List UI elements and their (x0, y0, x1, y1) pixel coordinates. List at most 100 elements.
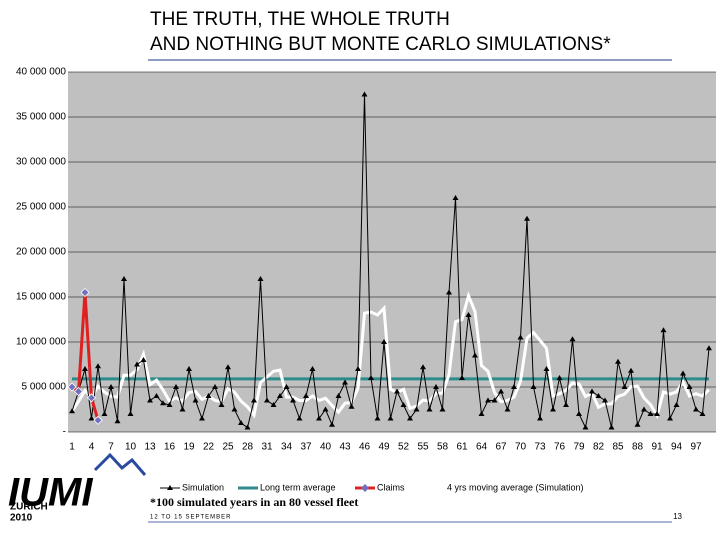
point-marker (667, 415, 673, 421)
point-marker (400, 402, 407, 407)
point-marker (342, 379, 348, 385)
point-marker (387, 415, 394, 421)
point-marker (420, 364, 426, 370)
x-tick-label: 40 (320, 442, 332, 453)
point-marker (595, 393, 602, 398)
point-marker (628, 367, 634, 373)
legend-label: 4 yrs moving average (Simulation) (447, 482, 584, 492)
x-tick-label: 64 (476, 442, 488, 453)
x-tick-label: 82 (593, 442, 605, 453)
legend-label: Claims (377, 482, 405, 492)
point-marker (654, 411, 660, 416)
point-marker (270, 402, 277, 407)
x-tick-label: 55 (417, 442, 429, 453)
y-tick-label: 25 000 000 (16, 202, 66, 213)
y-tick-label: 5 000 000 (22, 382, 67, 393)
point-marker (686, 384, 693, 389)
y-tick-label: 30 000 000 (16, 157, 66, 168)
point-marker (374, 415, 381, 421)
point-marker (582, 424, 589, 430)
point-marker (478, 411, 485, 416)
point-marker (543, 366, 550, 371)
point-marker (93, 415, 103, 425)
point-marker (329, 421, 335, 427)
y-tick-label: - (63, 427, 66, 438)
point-marker (439, 406, 446, 412)
point-marker (173, 384, 179, 389)
point-marker (86, 393, 97, 403)
point-marker (69, 408, 75, 414)
point-marker (433, 384, 439, 389)
point-marker (73, 386, 84, 397)
point-marker (251, 397, 257, 403)
point-marker (335, 393, 342, 398)
x-tick-label: 61 (456, 442, 468, 453)
point-marker (394, 388, 400, 394)
point-marker (67, 382, 77, 392)
point-marker (569, 336, 576, 342)
x-tick-label: 70 (515, 442, 527, 453)
point-marker (452, 195, 459, 200)
point-marker (504, 406, 511, 412)
point-marker (290, 397, 296, 403)
point-marker (108, 384, 114, 389)
x-tick-label: 7 (108, 442, 114, 453)
point-marker (641, 406, 647, 412)
x-tick-label: 43 (339, 442, 351, 453)
point-marker (316, 415, 322, 421)
point-marker (322, 406, 329, 412)
x-tick-label: 85 (612, 442, 624, 453)
point-marker (179, 406, 186, 412)
point-marker (706, 345, 712, 351)
point-marker (472, 352, 478, 358)
point-marker (238, 420, 244, 425)
point-marker (95, 363, 101, 369)
page-number: 13 (673, 512, 682, 521)
point-marker (699, 411, 706, 416)
title-line: THE TRUTH, THE WHOLE TRUTH (150, 9, 450, 30)
point-marker (368, 375, 374, 380)
point-marker (160, 400, 166, 406)
point-marker (88, 415, 95, 421)
point-marker (140, 357, 147, 362)
point-marker (563, 402, 569, 407)
point-marker (186, 366, 192, 371)
point-marker (283, 384, 290, 389)
point-marker (231, 406, 238, 412)
point-marker (134, 361, 140, 367)
point-marker (212, 384, 218, 389)
x-tick-label: 73 (534, 442, 546, 453)
point-marker (550, 406, 556, 412)
point-marker (465, 312, 472, 317)
point-marker (257, 276, 264, 281)
point-marker (459, 375, 465, 380)
x-tick-label: 28 (242, 442, 254, 453)
point-marker (634, 421, 641, 427)
point-marker (218, 402, 225, 407)
x-tick-label: 22 (203, 442, 215, 453)
point-marker (296, 415, 303, 421)
x-tick-label: 91 (651, 442, 663, 453)
point-marker (309, 366, 316, 371)
footnote: *100 simulated years in an 80 vessel fle… (150, 495, 358, 509)
point-marker (647, 411, 654, 416)
point-marker (621, 384, 628, 389)
point-marker (361, 91, 368, 97)
point-marker (199, 415, 205, 421)
point-marker (660, 327, 667, 333)
logo-mountains (93, 452, 147, 476)
x-tick-label: 4 (89, 442, 95, 453)
title-line: AND NOTHING BUT MONTE CARLO SIMULATIONS* (150, 34, 611, 55)
point-marker (147, 397, 153, 403)
x-tick-label: 16 (164, 442, 176, 453)
x-tick-label: 31 (261, 442, 273, 453)
x-tick-label: 46 (359, 442, 371, 453)
point-marker (524, 215, 530, 221)
point-marker (355, 366, 361, 371)
point-marker (446, 289, 452, 295)
y-tick-label: 35 000 000 (16, 112, 66, 123)
point-marker (608, 424, 615, 430)
legend-marker (361, 484, 369, 492)
point-marker (491, 397, 498, 403)
